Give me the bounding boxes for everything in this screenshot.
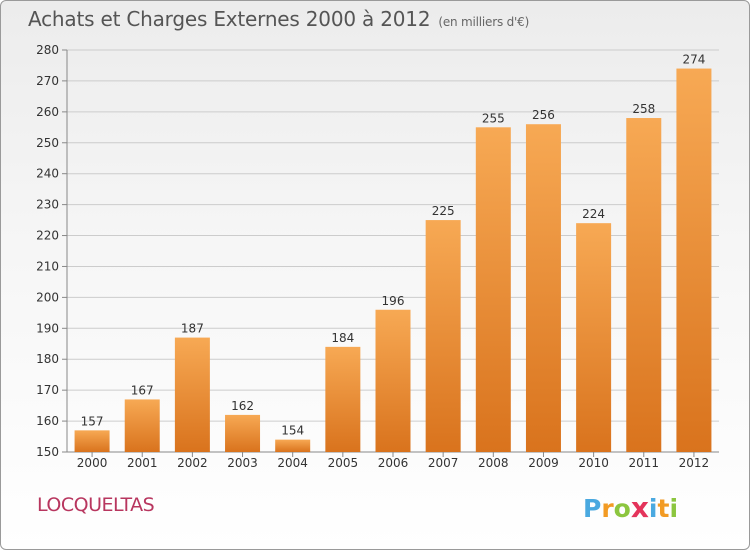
x-tick-label: 2000 xyxy=(77,456,108,470)
logo-letter: P xyxy=(583,494,602,523)
bar xyxy=(475,127,511,453)
y-tick-label: 160 xyxy=(36,414,59,428)
proxiti-logo: Proxiti xyxy=(583,491,678,524)
chart-title: Achats et Charges Externes 2000 à 2012 (e… xyxy=(28,7,529,31)
chart-title-text: Achats et Charges Externes 2000 à 2012 xyxy=(28,7,431,31)
x-tick-label: 2011 xyxy=(628,456,659,470)
logo-letter: t xyxy=(657,494,670,523)
bar xyxy=(576,223,612,452)
logo-letter: r xyxy=(601,494,614,523)
bar xyxy=(525,124,561,452)
bar xyxy=(626,118,662,453)
y-tick-label: 150 xyxy=(36,445,59,459)
x-tick-label: 2006 xyxy=(378,456,409,470)
x-tick-label: 2004 xyxy=(277,456,308,470)
x-tick-label: 2007 xyxy=(428,456,459,470)
x-tick-label: 2012 xyxy=(679,456,710,470)
logo-letter: x xyxy=(630,491,649,524)
bar-value-label: 255 xyxy=(482,111,505,125)
y-tick-label: 230 xyxy=(36,198,59,212)
y-tick-label: 190 xyxy=(36,321,59,335)
bar xyxy=(124,399,160,452)
x-tick-label: 2010 xyxy=(578,456,609,470)
logo-letter: o xyxy=(613,494,631,523)
x-tick-label: 2009 xyxy=(528,456,559,470)
y-tick-label: 240 xyxy=(36,167,59,181)
x-tick-label: 2008 xyxy=(478,456,509,470)
x-tick-label: 2002 xyxy=(177,456,208,470)
bar-value-label: 184 xyxy=(331,331,354,345)
y-tick-label: 250 xyxy=(36,136,59,150)
bar-value-label: 225 xyxy=(432,204,455,218)
bar xyxy=(375,309,411,452)
logo-letter: i xyxy=(669,494,679,523)
bar-value-label: 196 xyxy=(382,294,405,308)
bar-value-label: 274 xyxy=(682,53,705,67)
bar-value-label: 258 xyxy=(632,102,655,116)
bar-value-label: 187 xyxy=(181,322,204,336)
chart-unit-label: (en milliers d'€) xyxy=(438,15,530,29)
bar xyxy=(676,68,712,453)
y-tick-label: 200 xyxy=(36,290,59,304)
bar xyxy=(275,439,311,452)
bar-value-label: 256 xyxy=(532,108,555,122)
x-tick-label: 2005 xyxy=(328,456,359,470)
place-name: LOCQUELTAS xyxy=(37,494,155,516)
x-tick-label: 2001 xyxy=(127,456,158,470)
bar xyxy=(174,337,210,452)
y-tick-label: 220 xyxy=(36,229,59,243)
bar-value-label: 224 xyxy=(582,207,605,221)
bar-value-label: 157 xyxy=(81,414,104,428)
bar xyxy=(425,220,461,452)
y-tick-label: 280 xyxy=(36,43,59,57)
logo-letter: i xyxy=(648,494,658,523)
y-tick-label: 210 xyxy=(36,259,59,273)
bar-value-label: 167 xyxy=(131,383,154,397)
y-tick-label: 180 xyxy=(36,352,59,366)
y-tick-label: 260 xyxy=(36,105,59,119)
y-tick-label: 170 xyxy=(36,383,59,397)
bar xyxy=(325,346,361,452)
bar-value-label: 154 xyxy=(281,424,304,438)
bar xyxy=(225,414,261,452)
bar xyxy=(74,430,110,452)
y-tick-label: 270 xyxy=(36,74,59,88)
bar-value-label: 162 xyxy=(231,399,254,413)
x-tick-label: 2003 xyxy=(227,456,258,470)
